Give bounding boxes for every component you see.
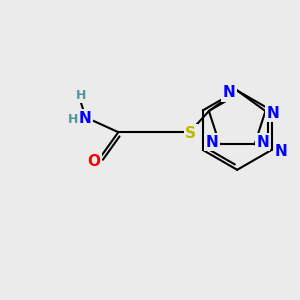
Text: N: N [223,85,236,100]
Text: N: N [78,111,91,126]
Text: N: N [206,135,218,150]
Text: N: N [267,106,280,121]
Text: H: H [68,113,78,126]
Text: S: S [185,126,196,141]
Text: H: H [76,89,86,102]
Text: O: O [87,154,100,169]
Text: N: N [275,145,288,160]
Text: N: N [256,135,269,150]
